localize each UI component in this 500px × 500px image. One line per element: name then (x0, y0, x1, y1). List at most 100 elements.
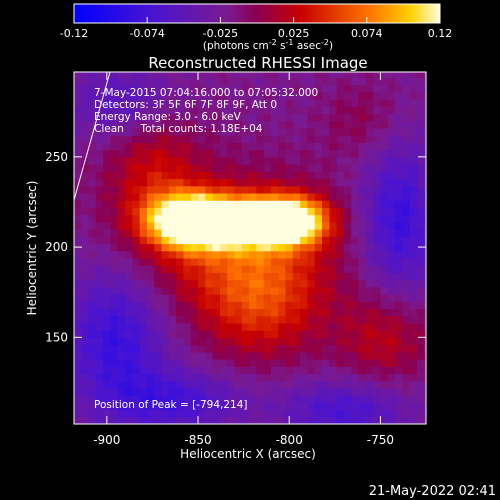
heatmap-cell (380, 373, 389, 382)
heatmap-cell (168, 337, 177, 346)
heatmap-cell (117, 120, 126, 129)
heatmap-cell (394, 359, 403, 367)
heatmap-cell (183, 402, 192, 411)
heatmap-cell (117, 192, 126, 201)
heatmap-cell (285, 315, 294, 324)
heatmap-cell (132, 380, 141, 389)
heatmap-cell (329, 113, 338, 122)
heatmap-cell (161, 395, 170, 403)
heatmap-cell (263, 351, 272, 360)
heatmap-cell (168, 207, 177, 216)
heatmap-cell (198, 221, 206, 230)
heatmap-cell (198, 351, 206, 360)
heatmap-cell (198, 99, 206, 107)
heatmap-cell (110, 91, 119, 100)
heatmap-cell (95, 416, 104, 424)
heatmap-cell (387, 416, 396, 424)
heatmap-cell (198, 171, 206, 180)
heatmap-cell (103, 272, 112, 281)
heatmap-cell (110, 99, 119, 107)
heatmap-cell (234, 351, 243, 360)
heatmap-cell (365, 286, 374, 295)
heatmap-cell (168, 308, 177, 317)
heatmap-cell (110, 409, 119, 418)
heatmap-cell (212, 192, 221, 201)
heatmap-cell (139, 149, 148, 158)
heatmap-cell (380, 135, 389, 143)
heatmap-cell (176, 229, 185, 237)
heatmap-cell (176, 99, 185, 107)
heatmap-cell (212, 294, 221, 302)
heatmap-cell (292, 91, 301, 100)
heatmap-cell (358, 315, 367, 324)
x-tick-label: -850 (184, 433, 211, 447)
heatmap-cell (351, 359, 360, 367)
heatmap-cell (205, 308, 214, 317)
heatmap-cell (117, 171, 126, 180)
heatmap-cell (190, 200, 199, 208)
heatmap-cell (81, 142, 90, 151)
heatmap-cell (307, 301, 316, 310)
heatmap-cell (336, 337, 345, 346)
heatmap-cell (88, 359, 97, 367)
heatmap-cell (103, 99, 112, 107)
heatmap-cell (212, 127, 221, 136)
heatmap-cell (358, 344, 367, 353)
heatmap-cell (176, 200, 185, 208)
heatmap-cell (139, 142, 148, 151)
heatmap-cell (307, 373, 316, 382)
heatmap-cell (300, 330, 309, 338)
heatmap-cell (394, 409, 403, 418)
heatmap-cell (409, 265, 418, 273)
heatmap-cell (190, 221, 199, 230)
heatmap-cell (110, 135, 119, 143)
heatmap-cell (300, 171, 309, 180)
heatmap-cell (329, 272, 338, 281)
heatmap-cell (205, 171, 214, 180)
heatmap-cell (154, 164, 163, 172)
heatmap-cell (249, 395, 257, 403)
heatmap-cell (351, 156, 360, 165)
heatmap-cell (154, 91, 163, 100)
heatmap-cell (263, 91, 272, 100)
heatmap-cell (278, 135, 287, 143)
heatmap-cell (307, 243, 316, 252)
heatmap-cell (95, 322, 104, 331)
heatmap-cell (424, 322, 426, 331)
heatmap-cell (387, 322, 396, 331)
heatmap-cell (278, 380, 287, 389)
heatmap-cell (270, 214, 279, 223)
heatmap-cell (394, 366, 403, 375)
heatmap-cell (154, 301, 163, 310)
heatmap-cell (241, 106, 250, 115)
heatmap-cell (81, 127, 90, 136)
heatmap-cell (154, 250, 163, 259)
heatmap-cell (373, 142, 382, 151)
heatmap-cell (205, 214, 214, 223)
heatmap-cell (416, 178, 425, 187)
heatmap-cell (110, 229, 119, 237)
heatmap-cell (103, 322, 112, 331)
heatmap-cell (198, 395, 206, 403)
heatmap-cell (241, 279, 250, 288)
heatmap-cell (205, 156, 214, 165)
heatmap-cell (110, 359, 119, 367)
heatmap-cell (373, 344, 382, 353)
heatmap-cell (365, 308, 374, 317)
heatmap-cell (190, 366, 199, 375)
heatmap-cell (387, 185, 396, 194)
heatmap-cell (146, 149, 155, 158)
heatmap-cell (117, 149, 126, 158)
heatmap-cell (270, 402, 279, 411)
heatmap-cell (176, 366, 185, 375)
heatmap-cell (88, 236, 97, 245)
heatmap-cell (176, 395, 185, 403)
heatmap-cell (300, 106, 309, 115)
heatmap-cell (168, 257, 177, 266)
heatmap-cell (95, 315, 104, 324)
heatmap-cell (95, 84, 104, 93)
heatmap-cell (329, 127, 338, 136)
heatmap-cell (409, 257, 418, 266)
heatmap-cell (190, 106, 199, 115)
heatmap-cell (402, 113, 411, 122)
